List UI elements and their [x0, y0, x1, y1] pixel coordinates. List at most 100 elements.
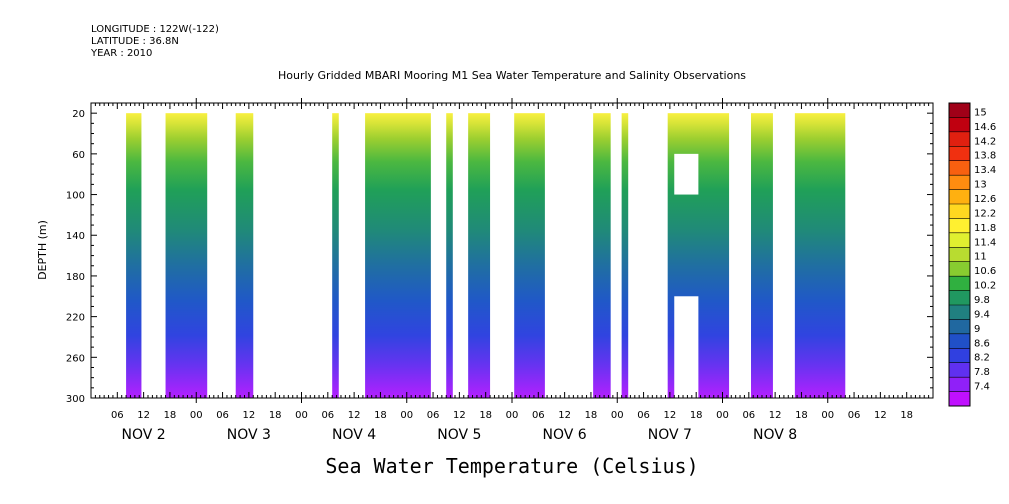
- colorbar-label: 10.6: [974, 266, 996, 277]
- colorbar-label: 9.4: [974, 309, 990, 320]
- colorbar-swatch: [949, 362, 970, 378]
- colorbar-label: 12.6: [974, 194, 996, 205]
- x-tick-label: 00: [400, 410, 413, 421]
- colorbar-swatch: [949, 391, 970, 407]
- longitude-label: LONGITUDE : 122W(-122): [91, 24, 219, 35]
- colorbar-swatch: [949, 218, 970, 234]
- y-tick-label: 20: [72, 109, 85, 120]
- y-tick-label: 100: [66, 191, 85, 202]
- colorbar-frame: [948, 102, 971, 407]
- day-label: NOV 2: [122, 427, 166, 443]
- missing-data-gap-1: [674, 296, 699, 398]
- colorbar-label: 12.2: [974, 208, 996, 219]
- footer-title: Sea Water Temperature (Celsius): [325, 454, 699, 478]
- colorbar-label: 13.4: [974, 165, 996, 176]
- colorbar-label: 13: [974, 180, 987, 191]
- data-segment-12: [794, 113, 846, 398]
- header-block: LONGITUDE : 122W(-122) LATITUDE : 36.8N …: [91, 24, 219, 60]
- missing-data-gap-0: [674, 153, 699, 195]
- data-segment-0: [126, 113, 142, 398]
- day-label: NOV 4: [332, 427, 376, 443]
- x-tick-label: 12: [874, 410, 887, 421]
- x-tick-label: 06: [637, 410, 650, 421]
- latitude-label: LATITUDE : 36.8N: [91, 36, 179, 47]
- x-tick-label: 18: [690, 410, 703, 421]
- x-tick-label: 12: [769, 410, 782, 421]
- x-tick-label: 06: [216, 410, 229, 421]
- data-segment-11: [751, 113, 773, 398]
- colorbar-swatch: [949, 377, 970, 393]
- data-segment-1: [165, 113, 208, 398]
- x-tick-label: 00: [716, 410, 729, 421]
- x-tick-label: 06: [111, 410, 124, 421]
- x-tick-label: 18: [795, 410, 808, 421]
- x-tick-label: 00: [190, 410, 203, 421]
- colorbar-label: 7.8: [974, 367, 990, 378]
- x-tick-label: 06: [427, 410, 440, 421]
- colorbar-label: 9.8: [974, 295, 990, 306]
- colorbar-swatch: [949, 305, 970, 320]
- colorbar-label: 11.8: [974, 223, 996, 234]
- data-segment-7: [514, 113, 545, 398]
- y-tick-label: 140: [66, 231, 85, 242]
- colorbar-label: 14.2: [974, 136, 996, 147]
- tick-layer: [91, 98, 933, 403]
- data-segment-8: [593, 113, 611, 398]
- day-label: NOV 7: [648, 427, 692, 443]
- colorbar-label: 7.4: [974, 382, 990, 393]
- x-tick-label: 06: [321, 410, 334, 421]
- day-label: NOV 6: [543, 427, 587, 443]
- day-label: NOV 3: [227, 427, 271, 443]
- x-tick-label: 12: [453, 410, 466, 421]
- colorbar-label: 11: [974, 252, 987, 263]
- colorbar-label: 15: [974, 107, 987, 118]
- gap-layer: [674, 153, 699, 398]
- colorbar-swatch: [949, 117, 970, 133]
- label-layer: 06 12 18 00 06 12 18 00 06 12 18 00 06 12 18 00 06 12 18 00…: [66, 109, 913, 443]
- data-segment-3: [332, 113, 339, 398]
- colorbar-label: 8.2: [974, 353, 990, 364]
- colorbar-label: 10.2: [974, 281, 996, 292]
- colorbar-label: 9: [974, 324, 980, 335]
- colorbar-label: 11.4: [974, 237, 996, 248]
- day-label: NOV 8: [753, 427, 797, 443]
- x-tick-label: 12: [558, 410, 571, 421]
- x-tick-label: 18: [164, 410, 177, 421]
- colorbar-swatch: [949, 319, 970, 335]
- x-tick-label: 18: [479, 410, 492, 421]
- colorbar-swatch: [949, 348, 970, 364]
- y-tick-label: 220: [66, 313, 85, 324]
- data-segment-2: [235, 113, 254, 398]
- colorbar-swatch: [949, 131, 970, 147]
- colorbar-swatch: [949, 103, 970, 118]
- x-tick-label: 00: [506, 410, 519, 421]
- colorbar-swatch: [949, 146, 970, 162]
- y-axis-label: DEPTH (m): [36, 220, 49, 280]
- year-label: YEAR : 2010: [91, 48, 153, 59]
- colorbar-swatch: [949, 189, 970, 205]
- colorbar-swatch: [949, 261, 970, 277]
- data-segment-6: [468, 113, 491, 398]
- x-tick-label: 00: [821, 410, 834, 421]
- colorbar-swatch: [949, 160, 970, 176]
- colorbar-swatch: [949, 290, 970, 306]
- data-segment-9: [621, 113, 629, 398]
- chart-title: Hourly Gridded MBARI Mooring M1 Sea Wate…: [277, 69, 747, 82]
- y-tick-label: 180: [66, 272, 85, 283]
- y-tick-label: 260: [66, 353, 85, 364]
- x-tick-label: 18: [374, 410, 387, 421]
- x-tick-label: 00: [295, 410, 308, 421]
- x-tick-label: 06: [532, 410, 545, 421]
- x-tick-label: 12: [664, 410, 677, 421]
- x-tick-label: 06: [848, 410, 861, 421]
- x-tick-label: 18: [585, 410, 598, 421]
- day-label: NOV 5: [437, 427, 481, 443]
- y-tick-label: 60: [72, 150, 85, 161]
- colorbar-swatch: [949, 175, 970, 191]
- x-tick-label: 12: [348, 410, 361, 421]
- x-tick-label: 06: [742, 410, 755, 421]
- colorbar-swatch: [949, 204, 970, 219]
- colorbar-label: 8.6: [974, 338, 990, 349]
- x-tick-label: 18: [900, 410, 913, 421]
